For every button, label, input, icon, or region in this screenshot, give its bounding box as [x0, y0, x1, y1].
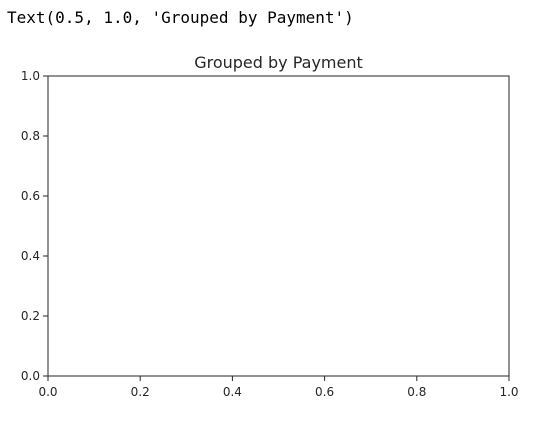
y-tick-label: 0.8 [21, 129, 40, 143]
y-tick-label: 0.4 [21, 249, 40, 263]
x-tick-label: 0.6 [315, 385, 334, 399]
y-tick-label: 0.6 [21, 189, 40, 203]
y-axis: 0.0 0.2 0.4 0.6 0.8 1.0 [21, 69, 48, 383]
x-tick-label: 0.8 [407, 385, 426, 399]
cell-output-text: Text(0.5, 1.0, 'Grouped by Payment') [7, 8, 354, 27]
plot-area [47, 75, 510, 377]
y-tick-label: 1.0 [21, 69, 40, 83]
chart-title: Grouped by Payment [194, 53, 363, 72]
y-tick-label: 0.0 [21, 369, 40, 383]
x-tick-label: 0.2 [131, 385, 150, 399]
x-tick-label: 0.0 [38, 385, 57, 399]
y-tick-label: 0.2 [21, 309, 40, 323]
x-axis: 0.0 0.2 0.4 0.6 0.8 1.0 [38, 376, 519, 399]
x-tick-label: 0.4 [223, 385, 242, 399]
x-tick-label: 1.0 [499, 385, 518, 399]
